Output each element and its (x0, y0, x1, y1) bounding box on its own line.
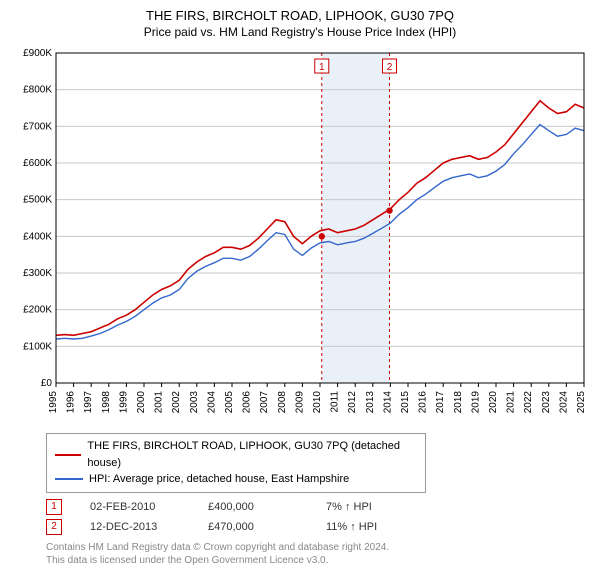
svg-text:£800K: £800K (23, 85, 52, 96)
svg-text:£0: £0 (41, 378, 53, 389)
marker-date: 02-FEB-2010 (90, 501, 180, 513)
svg-text:£900K: £900K (23, 48, 52, 59)
svg-text:2011: 2011 (330, 391, 341, 413)
svg-text:2005: 2005 (224, 391, 235, 414)
svg-text:£700K: £700K (23, 121, 52, 132)
svg-text:2019: 2019 (470, 391, 481, 414)
svg-text:2003: 2003 (189, 391, 200, 414)
svg-text:2015: 2015 (400, 391, 411, 414)
svg-text:£400K: £400K (23, 231, 52, 242)
svg-text:2009: 2009 (294, 391, 305, 414)
svg-text:£500K: £500K (23, 195, 52, 206)
chart-title: THE FIRS, BIRCHOLT ROAD, LIPHOOK, GU30 7… (10, 8, 590, 23)
chart-svg: £0 £100K £200K £300K £400K £500K £600K £700K £80… (10, 47, 590, 427)
svg-text:2014: 2014 (382, 391, 393, 414)
footer-attribution: Contains HM Land Registry data © Crown c… (46, 541, 590, 567)
marker-delta: 7% ↑ HPI (326, 501, 416, 513)
footer-line-1: Contains HM Land Registry data © Crown c… (46, 541, 590, 554)
svg-text:£600K: £600K (23, 158, 52, 169)
svg-text:2004: 2004 (206, 391, 217, 414)
svg-text:2023: 2023 (541, 391, 552, 414)
svg-text:2000: 2000 (136, 391, 147, 414)
svg-text:2006: 2006 (242, 391, 253, 414)
legend-swatch (55, 478, 83, 480)
chart-plot: £0 £100K £200K £300K £400K £500K £600K £700K £80… (10, 47, 590, 427)
marker-date: 12-DEC-2013 (90, 521, 180, 533)
legend-swatch (55, 454, 81, 456)
svg-text:2018: 2018 (453, 391, 464, 414)
marker-price: £470,000 (208, 521, 298, 533)
marker-row: 1 02-FEB-2010 £400,000 7% ↑ HPI (46, 499, 590, 515)
svg-text:2007: 2007 (259, 391, 270, 414)
marker-badge: 2 (46, 519, 62, 535)
svg-text:2012: 2012 (347, 391, 358, 414)
svg-text:2002: 2002 (171, 391, 182, 414)
footer-line-2: This data is licensed under the Open Gov… (46, 554, 590, 567)
svg-text:£100K: £100K (23, 341, 52, 352)
svg-text:2010: 2010 (312, 391, 323, 414)
marker-delta: 11% ↑ HPI (326, 521, 416, 533)
legend-label: HPI: Average price, detached house, East… (89, 471, 349, 488)
marker-badge: 1 (46, 499, 62, 515)
marker-price: £400,000 (208, 501, 298, 513)
legend-item: HPI: Average price, detached house, East… (55, 471, 417, 488)
svg-text:1998: 1998 (101, 391, 112, 414)
legend-item: THE FIRS, BIRCHOLT ROAD, LIPHOOK, GU30 7… (55, 438, 417, 471)
svg-text:2001: 2001 (154, 391, 165, 414)
svg-text:2021: 2021 (506, 391, 517, 414)
marker-table: 1 02-FEB-2010 £400,000 7% ↑ HPI 2 12-DEC-2013… (46, 499, 590, 535)
chart-container: THE FIRS, BIRCHOLT ROAD, LIPHOOK, GU30 7… (0, 0, 600, 573)
svg-text:2: 2 (387, 62, 393, 73)
svg-text:2025: 2025 (576, 391, 587, 414)
svg-text:2017: 2017 (435, 391, 446, 414)
svg-text:1997: 1997 (83, 391, 94, 414)
svg-text:2024: 2024 (558, 391, 569, 414)
svg-text:£300K: £300K (23, 268, 52, 279)
svg-text:2016: 2016 (418, 391, 429, 414)
svg-text:2022: 2022 (523, 391, 534, 414)
chart-subtitle: Price paid vs. HM Land Registry's House … (10, 25, 590, 39)
legend-box: THE FIRS, BIRCHOLT ROAD, LIPHOOK, GU30 7… (46, 433, 426, 493)
svg-text:1996: 1996 (66, 391, 77, 414)
svg-text:1999: 1999 (118, 391, 129, 414)
svg-text:2013: 2013 (365, 391, 376, 414)
svg-text:2020: 2020 (488, 391, 499, 414)
svg-text:1995: 1995 (48, 391, 59, 414)
svg-text:£200K: £200K (23, 305, 52, 316)
marker-row: 2 12-DEC-2013 £470,000 11% ↑ HPI (46, 519, 590, 535)
legend-label: THE FIRS, BIRCHOLT ROAD, LIPHOOK, GU30 7… (87, 438, 417, 471)
svg-text:2008: 2008 (277, 391, 288, 414)
svg-text:1: 1 (319, 62, 325, 73)
